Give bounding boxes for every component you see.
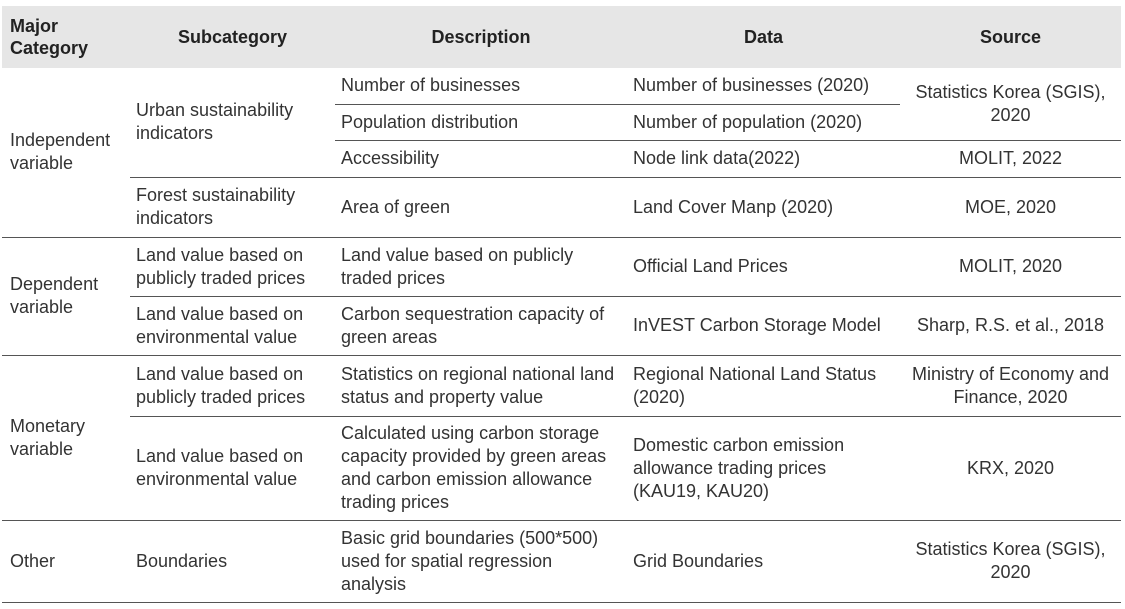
subcategory-cell: Boundaries [130, 520, 335, 603]
source-cell: KRX, 2020 [900, 416, 1121, 521]
subcategory-cell: Land value based on publicly traded pric… [130, 237, 335, 297]
subcategory-cell: Land value based on environmental value [130, 416, 335, 521]
major-category-cell: Monetary variable [2, 355, 130, 521]
source-cell: Statistics Korea (SGIS), 2020 [900, 520, 1121, 603]
data-cell: Domestic carbon emission allowance tradi… [627, 416, 900, 521]
header-description: Description [335, 6, 627, 68]
data-cell: Official Land Prices [627, 237, 900, 297]
data-cell: InVEST Carbon Storage Model [627, 296, 900, 356]
table-row: Independent variable Urban sustainabilit… [2, 68, 1121, 238]
description-cell: Basic grid boundaries (500*500) used for… [335, 520, 627, 603]
source-cell: Ministry of Economy and Finance, 2020 [900, 355, 1121, 417]
source-cell: MOE, 2020 [900, 177, 1121, 238]
data-cell: Land Cover Manp (2020) [627, 177, 900, 238]
description-cell: Calculated using carbon storage capacity… [335, 416, 627, 521]
header-data: Data [627, 6, 900, 68]
header-source: Source [900, 6, 1121, 68]
major-category-cell: Other [2, 520, 130, 603]
source-cell: MOLIT, 2022 [900, 139, 1121, 178]
header-subcategory: Subcategory [130, 6, 335, 68]
data-sources-table: Major Category Subcategory Description D… [2, 6, 1121, 603]
source-cell: Sharp, R.S. et al., 2018 [900, 296, 1121, 356]
data-cell: Number of population (2020) [627, 104, 900, 141]
data-cell: Number of businesses (2020) [627, 68, 900, 105]
table-row: Population distribution Number of popula… [2, 104, 1121, 141]
subcategory-cell: Forest sustainability indicators [130, 176, 335, 238]
table-row: Land value based on environmental value … [2, 416, 1121, 521]
table-row: Other Boundaries Basic grid boundaries (… [2, 520, 1121, 603]
header-major-category: Major Category [2, 6, 130, 68]
major-category-cell: Independent variable [2, 68, 130, 238]
data-cell: Grid Boundaries [627, 520, 900, 603]
description-cell: Land value based on publicly traded pric… [335, 237, 627, 297]
header-row: Major Category Subcategory Description D… [2, 6, 1121, 68]
description-cell: Carbon sequestration capacity of green a… [335, 296, 627, 356]
subcategory-cell: Land value based on publicly traded pric… [130, 355, 335, 417]
data-cell: Regional National Land Status (2020) [627, 355, 900, 417]
source-cell: Statistics Korea (SGIS), 2020 [915, 81, 1106, 125]
description-cell: Area of green [335, 177, 627, 238]
description-cell: Population distribution [335, 104, 627, 141]
table-row: Forest sustainability indicators Area of… [2, 176, 1121, 238]
source-cell: MOLIT, 2020 [900, 237, 1121, 297]
table-row: Accessibility Node link data(2022) MOLIT… [2, 139, 1121, 178]
description-cell: Statistics on regional national land sta… [335, 355, 627, 417]
table-row: Dependent variable Land value based on p… [2, 237, 1121, 356]
major-category-cell: Dependent variable [2, 237, 130, 356]
description-cell: Accessibility [335, 140, 627, 178]
subcategory-cell: Urban sustainability indicators [136, 100, 294, 144]
description-cell: Number of businesses [335, 68, 627, 105]
table-row: Land value based on environmental value … [2, 296, 1121, 356]
data-cell: Node link data(2022) [627, 140, 900, 178]
subcategory-cell: Land value based on environmental value [130, 296, 335, 356]
table-row: Monetary variable Land value based on pu… [2, 355, 1121, 521]
